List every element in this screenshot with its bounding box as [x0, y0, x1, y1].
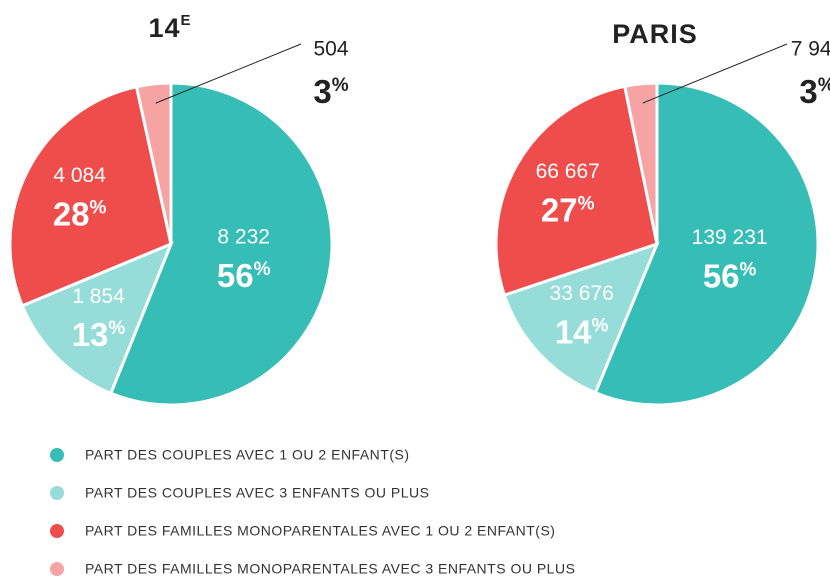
percent-label: 56% [703, 257, 757, 294]
legend-label: PART DES COUPLES AVEC 1 OU 2 ENFANT(S) [85, 447, 410, 463]
percent-label: 14% [555, 313, 609, 350]
percent-label: 28% [53, 195, 107, 232]
percent-label: 27% [541, 191, 595, 228]
legend-swatch [50, 448, 64, 462]
value-label: 7 948 [791, 38, 830, 61]
value-label: 1 854 [72, 285, 125, 308]
percent-label: 3% [799, 73, 830, 110]
pie-slice [494, 84, 659, 298]
pie-slice [134, 81, 173, 245]
value-label: 4 084 [53, 164, 106, 187]
legend-swatch [50, 486, 64, 500]
value-label: 8 232 [217, 226, 270, 249]
pie-slice [502, 241, 660, 395]
value-label: 33 676 [550, 282, 614, 305]
legend-swatch [50, 524, 64, 538]
value-label: 139 231 [692, 226, 768, 249]
percent-label: 56% [217, 257, 271, 294]
legend-swatch [50, 562, 64, 576]
chart-title: 14E [148, 12, 191, 43]
legend-label: PART DES COUPLES AVEC 3 ENFANTS OU PLUS [85, 485, 429, 501]
pie-slice [108, 81, 334, 407]
value-label: 66 667 [536, 160, 600, 183]
percent-label: 3% [313, 73, 348, 110]
value-label: 504 [313, 38, 348, 61]
chart-title: PARIS [612, 19, 698, 49]
percent-label: 13% [72, 316, 126, 353]
pie-slice [593, 81, 820, 407]
legend-label: PART DES FAMILLES MONOPARENTALES AVEC 1 … [85, 523, 555, 539]
pie-slice [8, 84, 173, 308]
legend-label: PART DES FAMILLES MONOPARENTALES AVEC 3 … [85, 561, 575, 577]
leader-line [642, 43, 788, 104]
pie-slice [622, 81, 659, 245]
pie-slice [20, 241, 174, 396]
leader-line [155, 43, 302, 104]
